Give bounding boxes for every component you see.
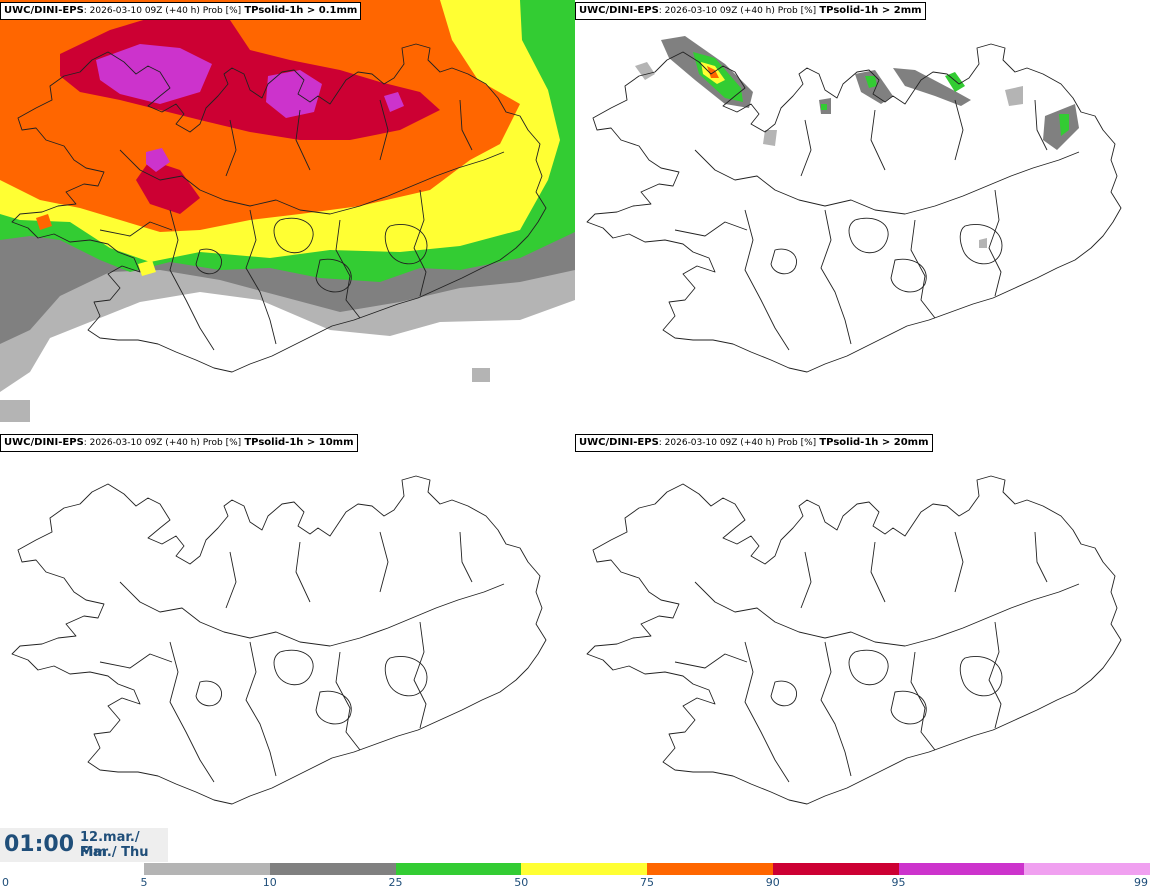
colorbar-tick: 0 [2,876,9,889]
map-panel-tpsolid-10mm: UWC/DINI-EPS: 2026-03-10 09Z (+40 h) Pro… [0,432,575,862]
probability-map [575,432,1150,862]
valid-weekday: Fim./ Thu [80,845,149,860]
colorbar-tick: 90 [765,876,780,889]
valid-time-box: 01:00 12.mar./ Mar Fim./ Thu [0,828,168,862]
colorbar-segment [1024,863,1150,875]
colorbar-tick: 10 [262,876,277,889]
panel-title: UWC/DINI-EPS: 2026-03-10 09Z (+40 h) Pro… [575,2,926,20]
colorbar-segment [395,863,522,875]
colorbar-tick: 75 [640,876,654,889]
colorbar-tick-labels: 0 5 10 25 50 75 90 95 99 [0,876,1150,891]
colorbar-tick: 50 [514,876,529,889]
probability-map [0,0,575,430]
map-panel-tpsolid-2mm: UWC/DINI-EPS: 2026-03-10 09Z (+40 h) Pro… [575,0,1150,430]
colorbar-segment [772,863,899,875]
valid-time: 01:00 [4,832,75,857]
colorbar-tick: 99 [1134,876,1148,889]
colorbar-segment [898,863,1025,875]
colorbar-tick: 95 [891,876,906,889]
colorbar-segment [521,863,647,875]
colorbar-tick: 5 [140,876,148,889]
colorbar-segment [269,863,396,875]
colorbar-segment [144,863,270,875]
valid-date: 12.mar./ Mar [80,830,140,860]
probability-map [0,432,575,862]
panel-title: UWC/DINI-EPS: 2026-03-10 09Z (+40 h) Pro… [575,434,933,452]
map-panel-tpsolid-20mm: UWC/DINI-EPS: 2026-03-10 09Z (+40 h) Pro… [575,432,1150,862]
map-panel-tpsolid-0-1mm: UWC/DINI-EPS: 2026-03-10 09Z (+40 h) Pro… [0,0,575,430]
colorbar-tick: 25 [388,876,403,889]
panel-title: UWC/DINI-EPS: 2026-03-10 09Z (+40 h) Pro… [0,2,362,20]
probability-colorbar [144,863,1150,875]
colorbar-segment [647,863,773,875]
probability-map [575,0,1150,430]
panel-title: UWC/DINI-EPS: 2026-03-10 09Z (+40 h) Pro… [0,434,358,452]
